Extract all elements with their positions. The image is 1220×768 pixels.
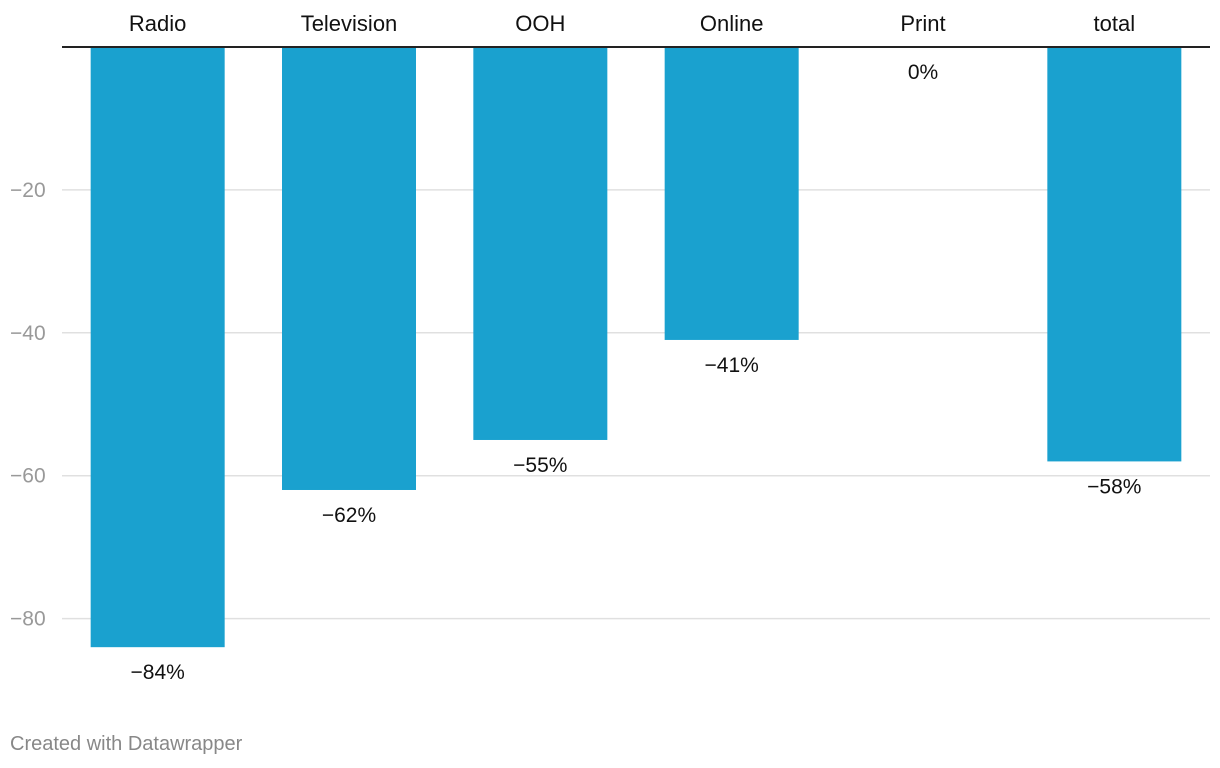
bar bbox=[1047, 47, 1182, 462]
y-tick-label: −40 bbox=[10, 322, 46, 345]
bar bbox=[90, 47, 225, 648]
value-label: −58% bbox=[1087, 475, 1141, 498]
value-label: −84% bbox=[131, 661, 185, 684]
category-label: Print bbox=[900, 11, 945, 36]
value-label: −55% bbox=[513, 454, 567, 477]
value-label: −41% bbox=[705, 354, 759, 377]
category-label: total bbox=[1094, 11, 1136, 36]
value-label: 0% bbox=[908, 61, 938, 84]
bar bbox=[282, 47, 416, 490]
y-tick-label: −60 bbox=[10, 465, 46, 488]
footer-credit: Created with Datawrapper bbox=[10, 733, 243, 755]
category-label: Television bbox=[301, 11, 398, 36]
bar-chart: −20 −40 −60 −80 Radio −84% Television −62% OOH −5… bbox=[10, 11, 1210, 684]
y-tick-label: −20 bbox=[10, 179, 46, 202]
y-tick-label: −80 bbox=[10, 608, 46, 631]
category-label: Online bbox=[700, 11, 764, 36]
bar bbox=[473, 47, 608, 440]
category-label: OOH bbox=[515, 11, 565, 36]
bar bbox=[664, 47, 799, 340]
category-label: Radio bbox=[129, 11, 186, 36]
value-label: −62% bbox=[322, 504, 376, 527]
